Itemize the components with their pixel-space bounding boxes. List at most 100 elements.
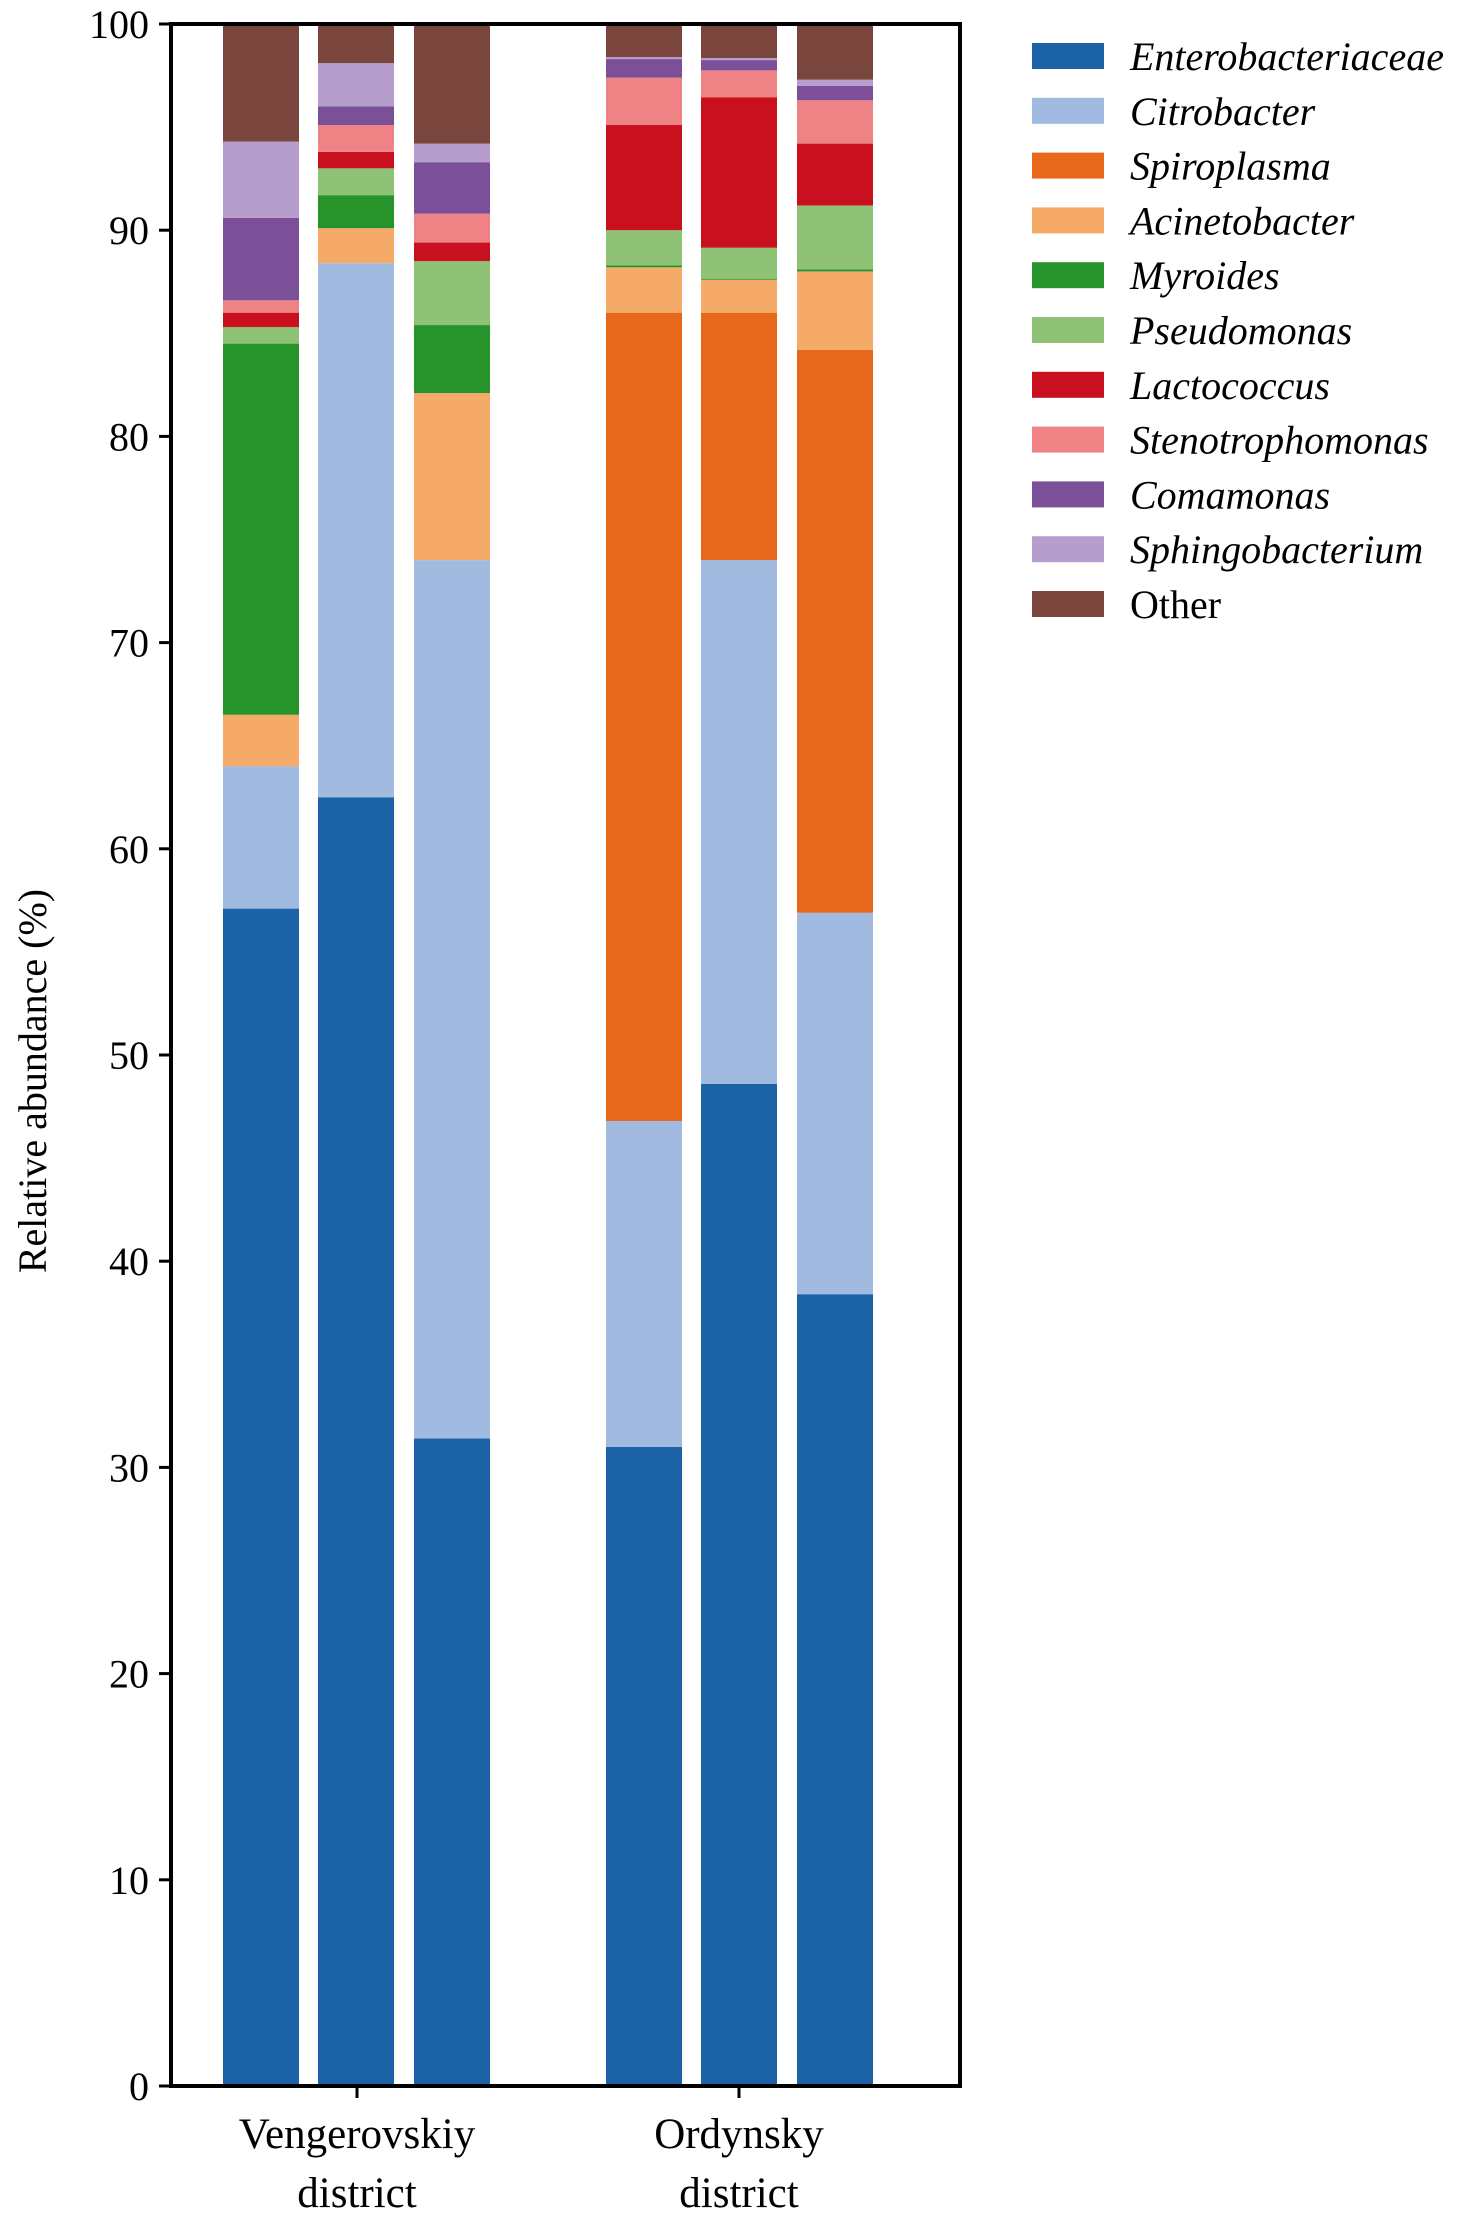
y-tick-label: 90 [109,208,149,253]
bar-segment-V2-myroides [318,195,394,229]
bar-segment-V1-lactococcus [223,312,299,328]
bar-segment-O1-pseudomonas [606,230,682,266]
y-axis: 0 10 20 30 40 50 60 70 80 90 100 [89,2,171,2109]
bar-segment-V1-comamonas [223,217,299,301]
bar-segment-O1-spiroplasma [606,312,682,1121]
legend-label: Sphingobacterium [1130,527,1423,572]
bar-segment-V1-myroides [223,343,299,715]
y-tick-label: 10 [109,1858,149,1903]
bar-segment-O1-citrobacter [606,1120,682,1447]
legend-swatch [1032,426,1104,453]
bar-segment-O3-other [797,24,873,80]
bar-segment-O3-sphingobacterium [797,79,873,86]
legend-item-other: Other [1032,582,1221,627]
bar-segment-O2-sphingobacterium [701,58,777,61]
legend-item-comamonas: Comamonas [1032,472,1330,517]
bar-segment-V3-comamonas [414,162,490,214]
legend-item-spiroplasma: Spiroplasma [1032,144,1331,189]
bar-segment-O3-spiroplasma [797,349,873,913]
bar-segment-V2-sphingobacterium [318,63,394,107]
bar-segment-V2-acinetobacter [318,228,394,264]
legend-item-stenotrophomonas: Stenotrophomonas [1032,418,1429,463]
bar-segment-V2-pseudomonas [318,168,394,196]
bar-segment-V3-enterobacteriaceae [414,1438,490,2086]
y-tick-label: 60 [109,827,149,872]
bar-segment-O3-pseudomonas [797,205,873,270]
legend-label: Acinetobacter [1127,198,1355,243]
x-tick-label: Vengerovskiy [239,2111,476,2158]
bar-segment-O1-sphingobacterium [606,56,682,60]
bar-segment-O2-comamonas [701,60,777,71]
legend-label: Enterobacteriaceae [1129,34,1444,79]
bar-segment-V1-sphingobacterium [223,141,299,218]
legend-swatch [1032,97,1104,124]
bar-segment-V2-other [318,24,394,64]
bar-segment-V3-sphingobacterium [414,143,490,163]
bar-segment-V3-acinetobacter [414,393,490,561]
bar-segment-V3-lactococcus [414,242,490,262]
y-tick-label: 80 [109,414,149,459]
legend-swatch [1032,591,1104,617]
legend-item-acinetobacter: Acinetobacter [1032,198,1355,243]
y-tick-label: 100 [89,2,149,47]
legend-swatch [1032,207,1104,234]
legend-swatch [1032,43,1104,69]
bar-segment-O1-stenotrophomonas [606,77,682,126]
bar-segment-O1-other [606,24,682,57]
bar-segment-O3-citrobacter [797,912,873,1295]
legend-label: Lactococcus [1129,363,1330,408]
bar-segment-V2-citrobacter [318,263,394,798]
y-tick-label: 20 [109,1652,149,1697]
legend-item-sphingobacterium: Sphingobacterium [1032,527,1423,572]
y-tick-label: 50 [109,1033,149,1078]
bar-segment-O1-lactococcus [606,125,682,231]
bar-segment-O2-stenotrophomonas [701,70,777,98]
legend-label: Spiroplasma [1130,144,1331,189]
legend-swatch [1032,536,1104,563]
x-axis: Vengerovskiy district Ordynsky district [239,2086,824,2217]
bar-segment-V1-citrobacter [223,766,299,909]
bar-segment-V2-enterobacteriaceae [318,797,394,2086]
legend-item-lactococcus: Lactococcus [1032,363,1330,408]
bar-segment-O2-myroides [701,278,777,280]
y-tick-label: 0 [129,2064,149,2109]
bar-segment-V1-stenotrophomonas [223,300,299,313]
bar-segment-V2-lactococcus [318,151,394,169]
bar-segment-O2-citrobacter [701,560,777,1084]
bar-O3 [797,24,873,2086]
bar-segment-O2-lactococcus [701,97,777,248]
bar-segment-V3-pseudomonas [414,261,490,326]
bar-segment-V1-acinetobacter [223,714,299,767]
bar-segment-O2-other [701,22,777,59]
legend-label: Citrobacter [1130,89,1316,134]
y-tick-label: 40 [109,1239,149,1284]
legend-label: Comamonas [1130,472,1330,517]
legend: Enterobacteriaceae Citrobacter Spiroplasma… [1032,34,1444,627]
y-axis-title: Relative abundance (%) [10,889,55,1273]
bar-segment-O2-enterobacteriaceae [701,1083,777,2086]
bars-layer [223,22,873,2086]
bar-V2 [318,24,394,2086]
bar-segment-V1-pseudomonas [223,327,299,344]
bar-segment-O1-enterobacteriaceae [606,1446,682,2086]
bar-segment-O1-acinetobacter [606,267,682,313]
bar-segment-V3-citrobacter [414,560,490,1439]
legend-swatch [1032,262,1104,289]
legend-item-pseudomonas: Pseudomonas [1032,308,1352,353]
bar-segment-O2-acinetobacter [701,279,777,313]
bar-segment-V2-comamonas [318,106,394,126]
bar-segment-O3-lactococcus [797,143,873,206]
x-tick-label: Ordynsky [654,2111,824,2158]
bar-segment-V3-myroides [414,325,490,394]
legend-item-myroides: Myroides [1032,253,1280,298]
bar-segment-V1-enterobacteriaceae [223,908,299,2086]
bar-segment-O3-stenotrophomonas [797,100,873,144]
bar-segment-O3-acinetobacter [797,271,873,350]
legend-label: Stenotrophomonas [1130,418,1429,463]
bar-V1 [223,24,299,2086]
bar-segment-V2-stenotrophomonas [318,125,394,152]
legend-label: Other [1130,582,1221,627]
legend-swatch [1032,152,1104,179]
bar-segment-V1-other [223,24,299,142]
